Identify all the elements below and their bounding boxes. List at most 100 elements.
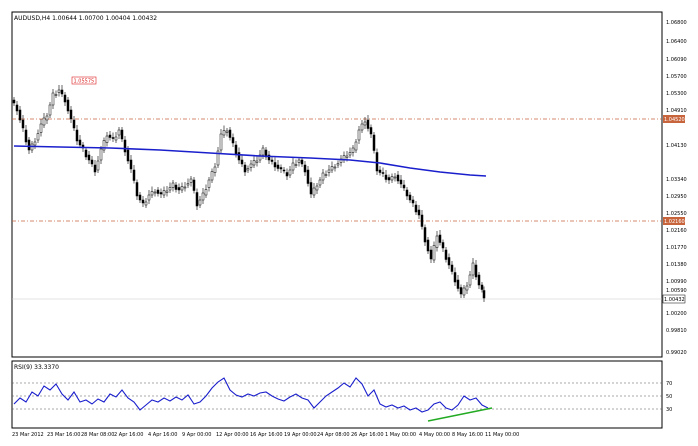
candle-body[interactable] bbox=[117, 129, 121, 136]
candle-body[interactable] bbox=[459, 287, 463, 295]
candle-body[interactable] bbox=[258, 154, 262, 161]
candle-body[interactable] bbox=[246, 168, 250, 171]
candle-body[interactable] bbox=[432, 245, 436, 261]
candle-body[interactable] bbox=[363, 121, 367, 126]
candle-body[interactable] bbox=[411, 199, 415, 204]
candle-body[interactable] bbox=[216, 150, 220, 166]
candle-body[interactable] bbox=[153, 191, 157, 194]
candle-body[interactable] bbox=[420, 214, 424, 227]
candle-body[interactable] bbox=[48, 104, 52, 116]
candle-body[interactable] bbox=[69, 109, 73, 120]
candle-body[interactable] bbox=[384, 174, 388, 180]
candle-body[interactable] bbox=[189, 178, 193, 183]
candle-body[interactable] bbox=[276, 164, 280, 169]
candle-body[interactable] bbox=[204, 189, 208, 196]
candle-body[interactable] bbox=[444, 249, 448, 260]
candle-body[interactable] bbox=[165, 190, 169, 193]
candle-body[interactable] bbox=[357, 129, 361, 141]
candle-body[interactable] bbox=[183, 186, 187, 189]
candle-body[interactable] bbox=[45, 115, 49, 121]
candle-body[interactable] bbox=[171, 182, 175, 188]
candle-body[interactable] bbox=[279, 167, 283, 170]
candle-body[interactable] bbox=[147, 194, 151, 201]
candle-body[interactable] bbox=[78, 139, 82, 146]
candle-body[interactable] bbox=[108, 134, 112, 138]
candle-body[interactable] bbox=[435, 235, 439, 248]
rsi-panel[interactable] bbox=[11, 360, 663, 429]
candle-body[interactable] bbox=[306, 169, 310, 184]
candle-body[interactable] bbox=[270, 159, 274, 162]
candle-body[interactable] bbox=[84, 149, 88, 158]
candle-body[interactable] bbox=[375, 152, 379, 172]
candle-body[interactable] bbox=[477, 274, 481, 286]
candle-body[interactable] bbox=[135, 182, 139, 197]
candle-body[interactable] bbox=[138, 194, 142, 201]
candle-body[interactable] bbox=[159, 192, 163, 195]
candle-body[interactable] bbox=[222, 130, 226, 136]
candle-body[interactable] bbox=[396, 174, 400, 182]
candle-body[interactable] bbox=[297, 159, 301, 163]
candle-body[interactable] bbox=[177, 187, 181, 191]
candle-body[interactable] bbox=[156, 189, 160, 194]
candle-body[interactable] bbox=[453, 272, 457, 283]
candle-body[interactable] bbox=[24, 129, 28, 143]
candle-body[interactable] bbox=[393, 176, 397, 179]
candle-body[interactable] bbox=[54, 94, 58, 96]
candle-body[interactable] bbox=[255, 160, 259, 163]
candle-body[interactable] bbox=[162, 190, 166, 196]
candle-body[interactable] bbox=[408, 194, 412, 201]
candle-body[interactable] bbox=[273, 162, 277, 168]
candle-body[interactable] bbox=[441, 242, 445, 249]
candle-body[interactable] bbox=[75, 129, 79, 142]
candle-body[interactable] bbox=[66, 99, 70, 112]
candle-body[interactable] bbox=[93, 164, 97, 173]
candle-body[interactable] bbox=[60, 89, 64, 95]
candle-body[interactable] bbox=[450, 264, 454, 272]
candle-body[interactable] bbox=[471, 262, 475, 276]
candle-body[interactable] bbox=[36, 133, 40, 141]
candle-body[interactable] bbox=[213, 166, 217, 173]
candle-body[interactable] bbox=[99, 148, 103, 161]
candle-body[interactable] bbox=[360, 123, 364, 131]
candle-body[interactable] bbox=[321, 172, 325, 181]
candle-body[interactable] bbox=[405, 189, 409, 197]
candle-body[interactable] bbox=[207, 179, 211, 188]
candle-body[interactable] bbox=[192, 179, 196, 191]
candle-body[interactable] bbox=[267, 154, 271, 161]
candle-body[interactable] bbox=[174, 184, 178, 190]
candle-body[interactable] bbox=[288, 169, 292, 176]
candle-body[interactable] bbox=[426, 239, 430, 252]
candle-body[interactable] bbox=[111, 137, 115, 139]
candle-body[interactable] bbox=[240, 159, 244, 165]
candle-body[interactable] bbox=[366, 119, 370, 129]
candle-body[interactable] bbox=[456, 279, 460, 289]
candle-body[interactable] bbox=[345, 155, 349, 158]
candle-body[interactable] bbox=[225, 130, 229, 133]
candle-body[interactable] bbox=[312, 187, 316, 196]
candle-body[interactable] bbox=[294, 164, 298, 166]
candle-body[interactable] bbox=[336, 163, 340, 166]
candle-body[interactable] bbox=[387, 177, 391, 181]
candle-body[interactable] bbox=[309, 182, 313, 195]
candle-body[interactable] bbox=[282, 169, 286, 172]
candle-body[interactable] bbox=[378, 169, 382, 173]
moving-average-line[interactable] bbox=[13, 145, 487, 177]
candle-body[interactable] bbox=[414, 204, 418, 213]
candle-body[interactable] bbox=[132, 169, 136, 181]
candle-body[interactable] bbox=[21, 119, 25, 129]
candle-body[interactable] bbox=[18, 109, 22, 121]
candle-body[interactable] bbox=[482, 290, 486, 299]
candle-body[interactable] bbox=[150, 191, 154, 196]
candle-body[interactable] bbox=[102, 140, 106, 151]
candle-body[interactable] bbox=[141, 199, 145, 204]
price-panel[interactable] bbox=[11, 11, 663, 358]
candle-body[interactable] bbox=[324, 174, 328, 176]
candle-body[interactable] bbox=[195, 192, 199, 207]
candle-body[interactable] bbox=[105, 135, 109, 143]
candle-body[interactable] bbox=[417, 209, 421, 216]
candle-body[interactable] bbox=[57, 89, 61, 93]
rsi-line[interactable] bbox=[13, 377, 489, 413]
candle-body[interactable] bbox=[237, 152, 241, 161]
